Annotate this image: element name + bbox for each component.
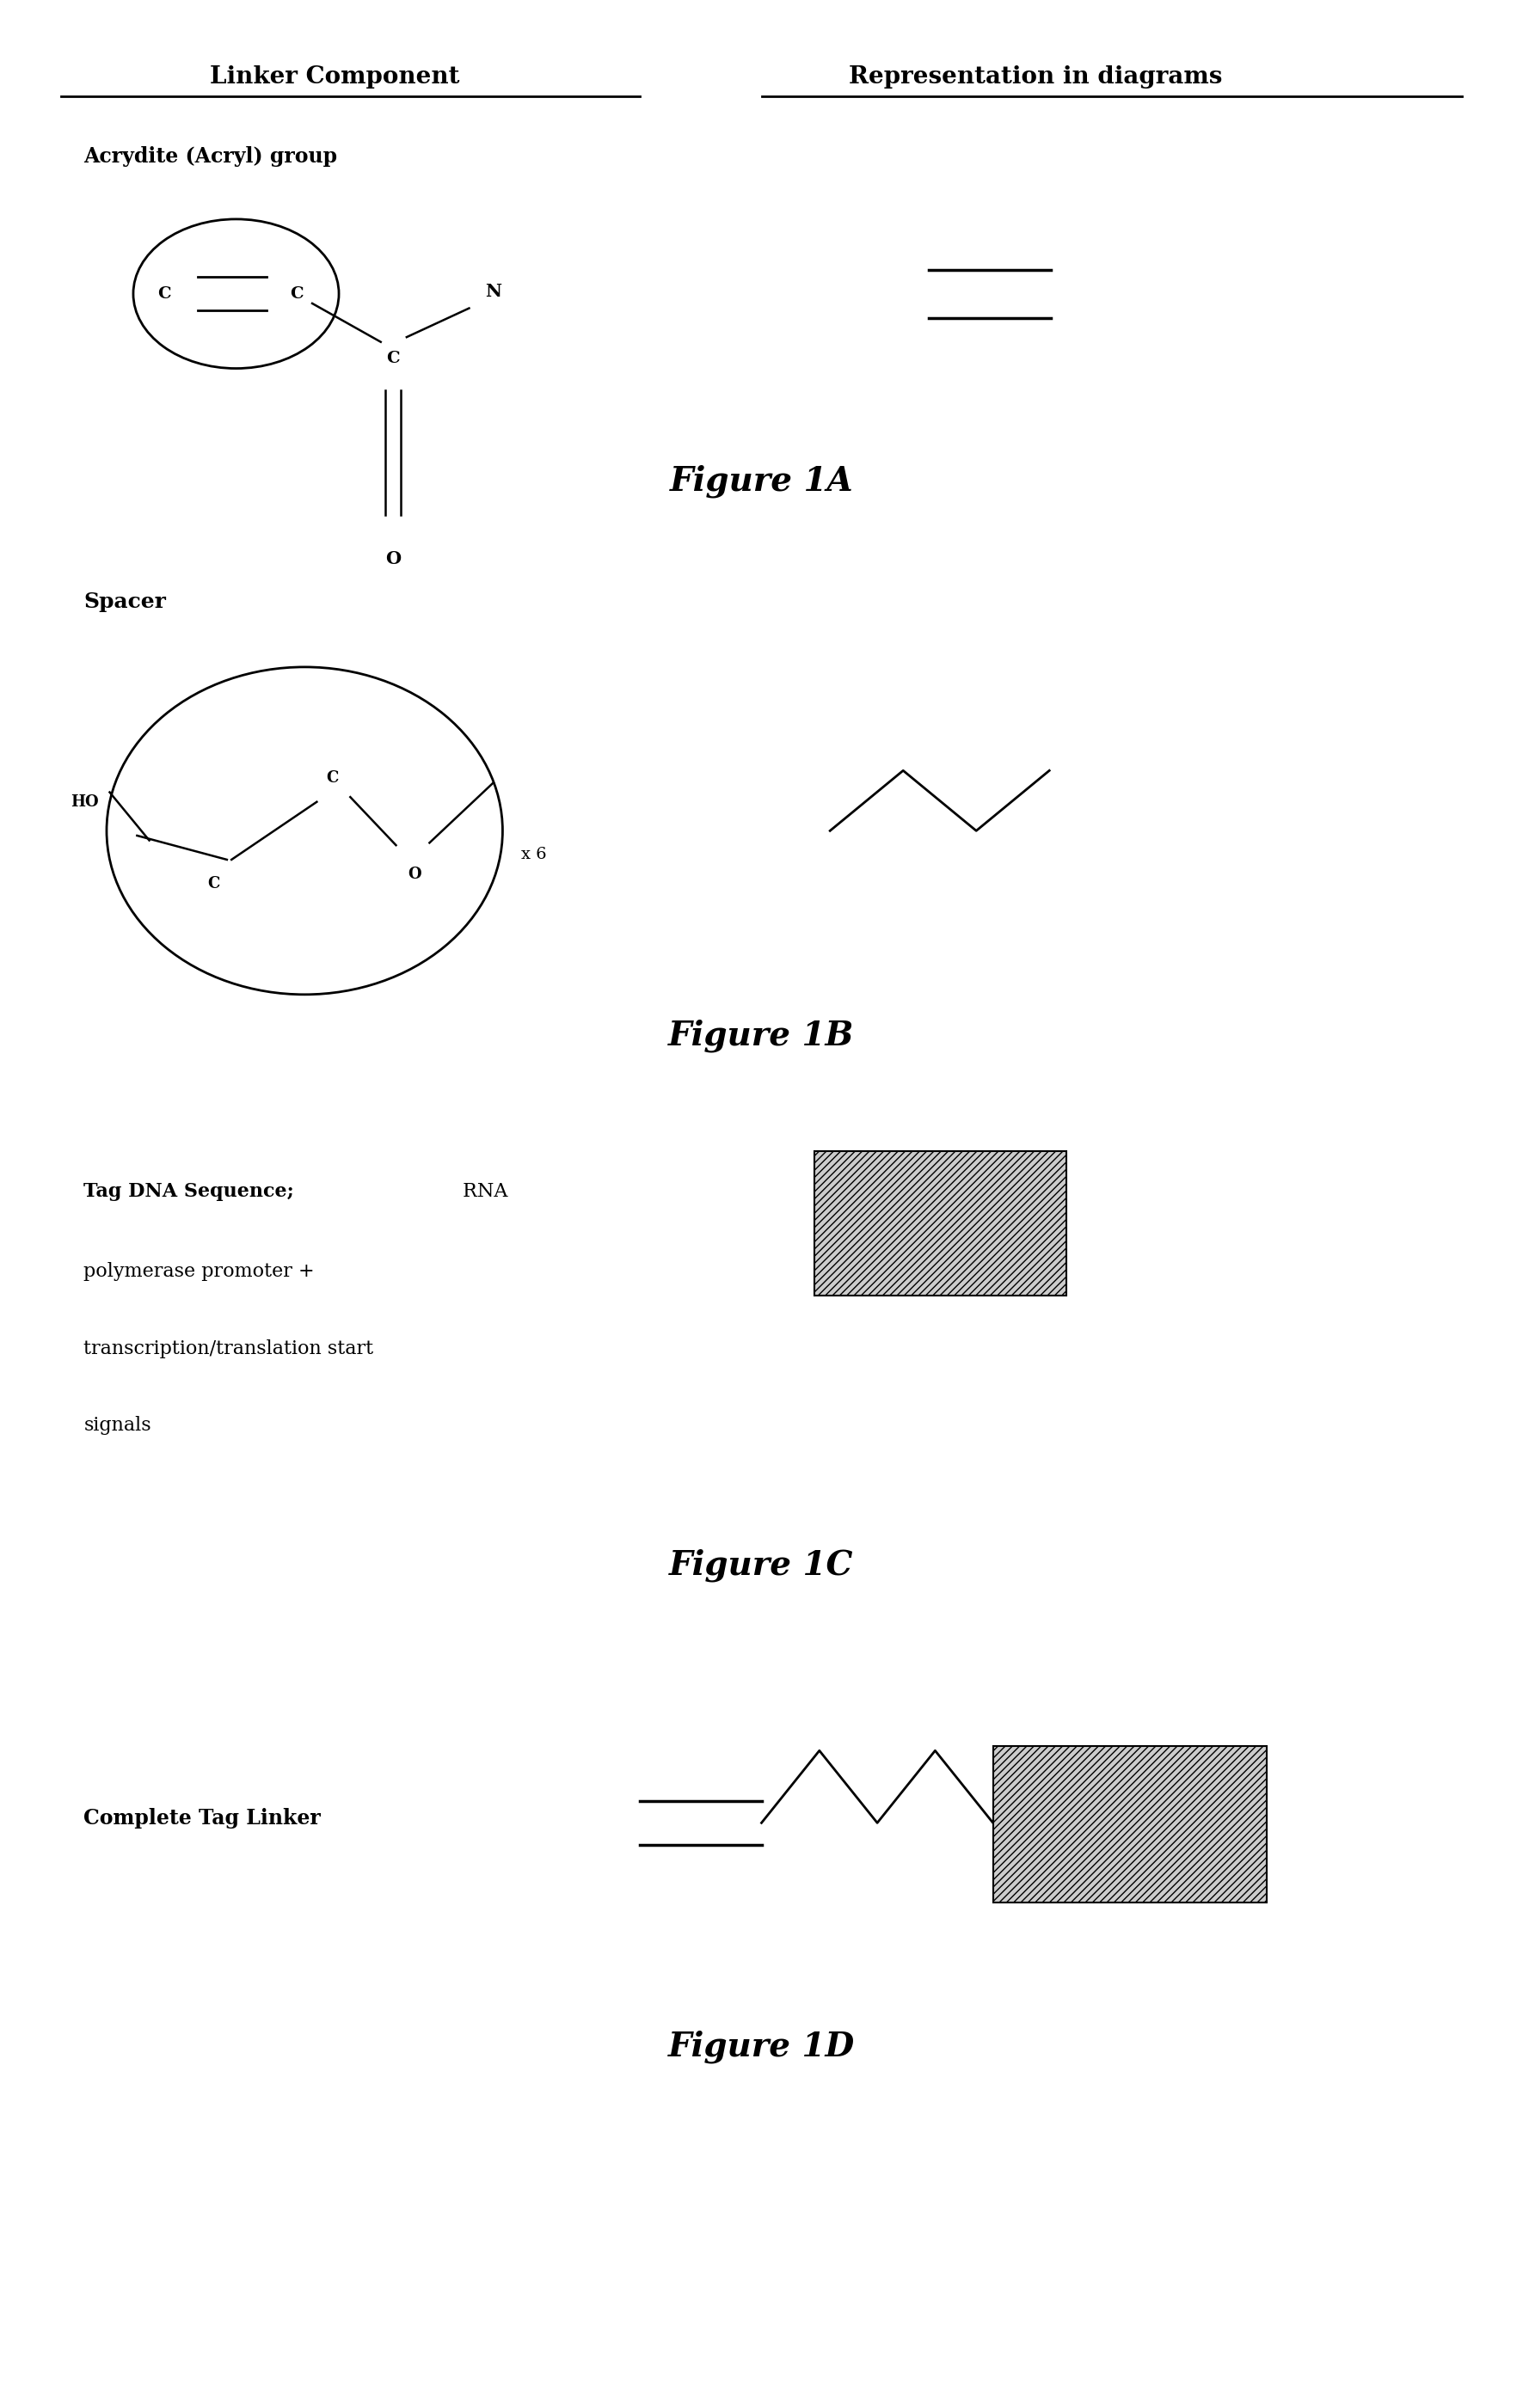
Text: Complete Tag Linker: Complete Tag Linker bbox=[84, 1808, 321, 1828]
Text: C: C bbox=[387, 352, 399, 366]
Text: N: N bbox=[486, 282, 501, 301]
Text: Figure 1D: Figure 1D bbox=[669, 2030, 854, 2064]
Bar bbox=[815, 1151, 1066, 1296]
Text: x 6: x 6 bbox=[521, 848, 547, 862]
Text: C: C bbox=[207, 877, 219, 891]
Text: HO: HO bbox=[72, 795, 99, 809]
Text: Tag DNA Sequence;: Tag DNA Sequence; bbox=[84, 1182, 294, 1202]
Text: Figure 1C: Figure 1C bbox=[669, 1548, 854, 1582]
Text: C: C bbox=[326, 771, 338, 785]
Text: Spacer: Spacer bbox=[84, 592, 166, 612]
Text: transcription/translation start: transcription/translation start bbox=[84, 1339, 373, 1358]
Text: C: C bbox=[158, 287, 171, 301]
Text: O: O bbox=[408, 867, 420, 881]
Text: Representation in diagrams: Representation in diagrams bbox=[848, 65, 1223, 89]
Text: signals: signals bbox=[84, 1416, 151, 1435]
Text: Linker Component: Linker Component bbox=[210, 65, 460, 89]
Text: O: O bbox=[385, 549, 401, 568]
Bar bbox=[993, 1746, 1267, 1902]
Text: C: C bbox=[291, 287, 303, 301]
Text: polymerase promoter +: polymerase promoter + bbox=[84, 1262, 315, 1281]
Text: Figure 1A: Figure 1A bbox=[670, 465, 853, 498]
Text: RNA: RNA bbox=[457, 1182, 509, 1202]
Text: Acrydite (Acryl) group: Acrydite (Acryl) group bbox=[84, 147, 338, 166]
Text: Figure 1B: Figure 1B bbox=[669, 1019, 854, 1052]
